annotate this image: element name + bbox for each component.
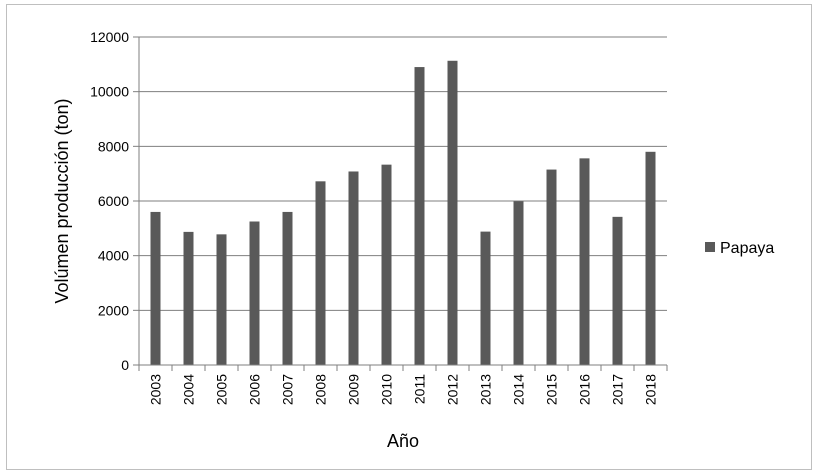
y-tick-label: 10000 — [90, 84, 129, 100]
gridlines — [139, 36, 667, 311]
bar-2010 — [381, 164, 392, 365]
x-tick-label: 2011 — [412, 374, 428, 404]
x-tick-label: 2008 — [313, 374, 329, 405]
x-tick-label: 2010 — [379, 374, 395, 405]
legend-label-papaya: Papaya — [720, 240, 774, 257]
x-tick-label: 2014 — [511, 374, 527, 405]
y-tick-labels: 0 2000 4000 6000 8000 10000 12000 — [90, 29, 139, 373]
bar-2015 — [546, 169, 557, 365]
x-tick-label: 2007 — [280, 374, 296, 405]
bars — [150, 60, 656, 366]
bar-2011 — [414, 67, 425, 366]
x-tick-label: 2005 — [214, 374, 230, 405]
bar-2016 — [579, 158, 590, 365]
bar-2018 — [645, 151, 656, 365]
bar-2007 — [282, 211, 293, 365]
x-tick-label: 2004 — [181, 374, 197, 405]
bar-2017 — [612, 216, 623, 365]
y-tick-label: 8000 — [98, 138, 129, 154]
bar-2008 — [315, 181, 326, 365]
x-tick-label: 2015 — [544, 374, 560, 405]
bar-2005 — [216, 234, 227, 365]
bar-2009 — [348, 171, 359, 365]
y-tick-label: 12000 — [90, 29, 129, 45]
legend: Papaya — [705, 240, 774, 257]
y-tick-label: 0 — [121, 357, 129, 373]
x-tick-label: 2013 — [478, 374, 494, 405]
x-tick-label: 2006 — [247, 374, 263, 405]
bar-2006 — [249, 221, 260, 365]
x-tick-label: 2003 — [148, 374, 164, 405]
x-tick-label: 2016 — [577, 374, 593, 405]
x-tick-label: 2018 — [643, 374, 659, 405]
y-tick-label: 4000 — [98, 248, 129, 264]
y-axis-title: Volúmen producción (ton) — [52, 98, 72, 303]
x-tick-label: 2009 — [346, 374, 362, 405]
x-tick-labels: 2003 2004 2005 2006 2007 2008 2009 2010 2011 2012… — [138, 365, 668, 405]
bar-2013 — [480, 231, 491, 365]
x-tick-label: 2012 — [445, 374, 461, 405]
x-tick-label: 2017 — [610, 374, 626, 405]
bar-2014 — [513, 201, 524, 365]
chart-frame — [6, 4, 812, 470]
legend-swatch-papaya — [705, 242, 715, 252]
y-tick-label: 2000 — [98, 302, 129, 318]
bar-2012 — [447, 60, 458, 365]
bar-2004 — [183, 231, 194, 365]
x-axis-title: Año — [387, 431, 419, 451]
y-tick-label: 6000 — [98, 193, 129, 209]
bar-2003 — [150, 211, 161, 365]
